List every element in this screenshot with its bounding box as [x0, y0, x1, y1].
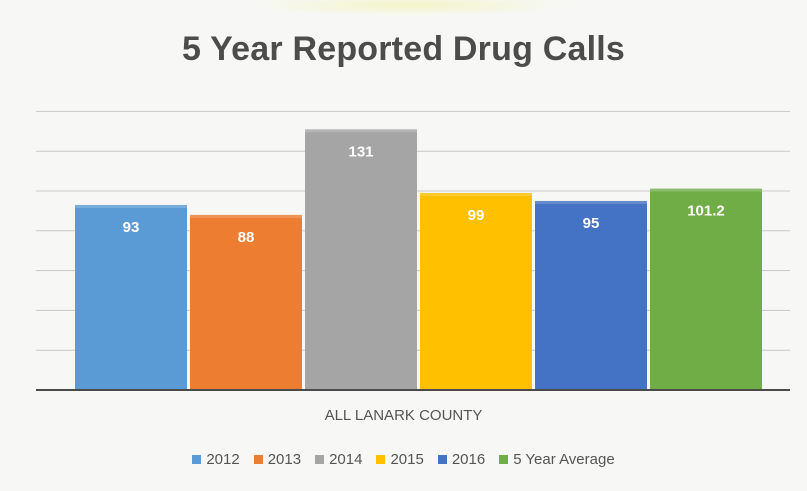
legend-swatch — [315, 455, 325, 464]
legend-item-5-year-average: 5 Year Average — [499, 451, 615, 468]
bar-5-year-average — [650, 188, 762, 390]
legend-label: 2014 — [329, 451, 363, 468]
bar-2012 — [75, 204, 187, 390]
legend-label: 5 Year Average — [513, 451, 615, 468]
bar-highlight — [75, 204, 187, 208]
legend-swatch — [499, 455, 509, 464]
data-label-2013: 88 — [238, 229, 255, 246]
legend-swatch — [192, 455, 202, 464]
bar-highlight — [650, 188, 762, 192]
legend-item-2012: 2012 — [192, 451, 240, 468]
data-label-2014: 131 — [348, 143, 373, 160]
legend-item-2013: 2013 — [253, 451, 302, 468]
legend-swatch — [376, 455, 386, 464]
legend-item-2014: 2014 — [315, 451, 362, 468]
data-label-2016: 95 — [583, 215, 600, 232]
legend-label: 2015 — [390, 451, 424, 468]
chart-legend: 2012 2013 2014 2015 2016 5 Year Average — [0, 451, 807, 468]
legend-item-2016: 2016 — [437, 451, 486, 468]
bar-highlight — [535, 200, 647, 204]
legend-item-2015: 2015 — [376, 451, 424, 468]
bar-highlight — [420, 192, 532, 196]
top-highlight — [250, 0, 570, 16]
data-label-5-year-average: 101.2 — [687, 203, 725, 220]
legend-label: 2012 — [206, 451, 240, 468]
chart-title: 5 Year Reported Drug Calls — [182, 30, 625, 68]
bar-2016 — [535, 200, 647, 390]
legend-label: 2016 — [451, 451, 486, 468]
bar-2015 — [420, 192, 532, 390]
bar-2014 — [305, 129, 417, 390]
legend-swatch — [253, 455, 263, 464]
bar-highlight — [190, 214, 302, 218]
x-axis-category-label: ALL LANARK COUNTY — [324, 407, 483, 424]
data-label-2015: 99 — [468, 207, 485, 224]
data-label-2012: 93 — [123, 219, 140, 236]
legend-label: 2013 — [267, 451, 302, 468]
legend-swatch — [437, 455, 447, 464]
bar-2013 — [190, 214, 302, 390]
bar-highlight — [305, 129, 417, 133]
